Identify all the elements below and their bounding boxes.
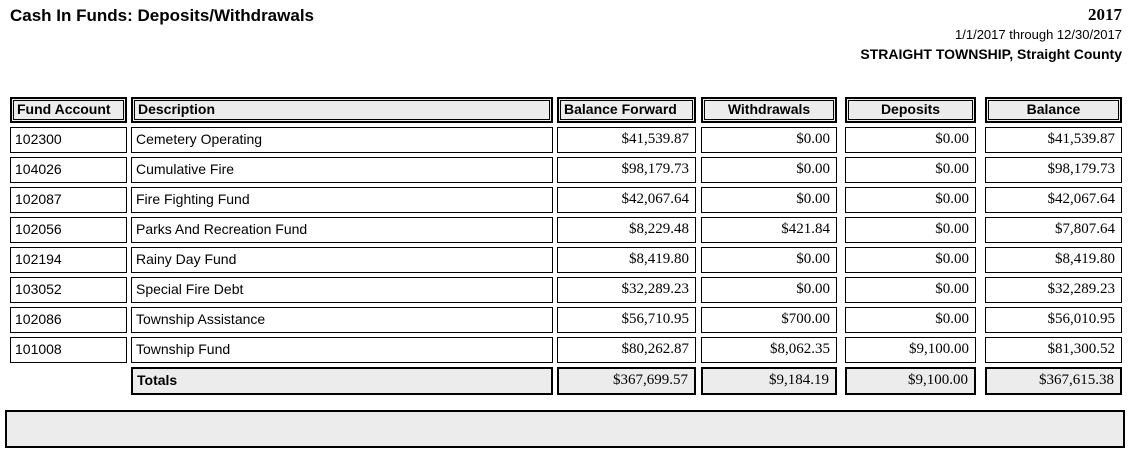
header-withdrawals: Withdrawals — [701, 97, 837, 123]
balance-cell: $42,067.64 — [985, 187, 1122, 213]
fund-account-cell: 103052 — [10, 277, 127, 303]
table-row: 104026 Cumulative Fire $98,179.73 $0.00 … — [10, 157, 1122, 183]
balance-forward-cell: $41,539.87 — [557, 127, 696, 153]
totals-label: Totals — [131, 367, 553, 395]
description-cell: Special Fire Debt — [131, 277, 553, 303]
report-header-meta: 2017 1/1/2017 through 12/30/2017 STRAIGH… — [860, 5, 1122, 64]
withdrawals-cell: $8,062.35 — [701, 337, 837, 363]
table-row: 102300 Cemetery Operating $41,539.87 $0.… — [10, 127, 1122, 153]
balance-forward-cell: $32,289.23 — [557, 277, 696, 303]
balance-cell: $98,179.73 — [985, 157, 1122, 183]
fund-account-cell: 102300 — [10, 127, 127, 153]
footer-bar — [5, 410, 1125, 448]
header-balance-forward: Balance Forward — [557, 97, 696, 123]
header-balance: Balance — [985, 97, 1122, 123]
table-row: 102194 Rainy Day Fund $8,419.80 $0.00 $0… — [10, 247, 1122, 273]
withdrawals-cell: $0.00 — [701, 127, 837, 153]
description-cell: Cumulative Fire — [131, 157, 553, 183]
deposits-cell: $0.00 — [845, 247, 976, 273]
table-row: 102087 Fire Fighting Fund $42,067.64 $0.… — [10, 187, 1122, 213]
description-cell: Township Fund — [131, 337, 553, 363]
header-deposits: Deposits — [845, 97, 976, 123]
deposits-cell: $0.00 — [845, 307, 976, 333]
fund-account-cell: 102086 — [10, 307, 127, 333]
totals-balance: $367,615.38 — [985, 367, 1122, 395]
table-row: 101008 Township Fund $80,262.87 $8,062.3… — [10, 337, 1122, 363]
withdrawals-cell: $0.00 — [701, 277, 837, 303]
header-description: Description — [131, 97, 553, 123]
balance-cell: $81,300.52 — [985, 337, 1122, 363]
withdrawals-cell: $0.00 — [701, 157, 837, 183]
header-balance-forward-label: Balance Forward — [560, 100, 693, 120]
balance-cell: $8,419.80 — [985, 247, 1122, 273]
totals-spacer — [10, 367, 127, 395]
deposits-cell: $0.00 — [845, 127, 976, 153]
description-cell: Fire Fighting Fund — [131, 187, 553, 213]
table-row: 103052 Special Fire Debt $32,289.23 $0.0… — [10, 277, 1122, 303]
withdrawals-cell: $0.00 — [701, 247, 837, 273]
fund-account-cell: 102194 — [10, 247, 127, 273]
balance-forward-cell: $8,419.80 — [557, 247, 696, 273]
withdrawals-cell: $0.00 — [701, 187, 837, 213]
withdrawals-cell: $421.84 — [701, 217, 837, 243]
header-description-label: Description — [134, 100, 550, 120]
balance-cell: $32,289.23 — [985, 277, 1122, 303]
header-deposits-label: Deposits — [848, 100, 973, 120]
withdrawals-cell: $700.00 — [701, 307, 837, 333]
totals-row: Totals $367,699.57 $9,184.19 $9,100.00 $… — [10, 367, 1122, 395]
table-row: 102086 Township Assistance $56,710.95 $7… — [10, 307, 1122, 333]
deposits-cell: $0.00 — [845, 277, 976, 303]
deposits-cell: $9,100.00 — [845, 337, 976, 363]
deposits-cell: $0.00 — [845, 157, 976, 183]
balance-forward-cell: $42,067.64 — [557, 187, 696, 213]
description-cell: Rainy Day Fund — [131, 247, 553, 273]
header-fund-account-label: Fund Account — [13, 100, 124, 120]
description-cell: Parks And Recreation Fund — [131, 217, 553, 243]
balance-forward-cell: $56,710.95 — [557, 307, 696, 333]
fund-account-cell: 102056 — [10, 217, 127, 243]
balance-cell: $7,807.64 — [985, 217, 1122, 243]
totals-balance-forward: $367,699.57 — [557, 367, 696, 395]
header-balance-label: Balance — [988, 100, 1119, 120]
header-withdrawals-label: Withdrawals — [704, 100, 834, 120]
totals-withdrawals: $9,184.19 — [701, 367, 837, 395]
balance-forward-cell: $8,229.48 — [557, 217, 696, 243]
balance-forward-cell: $80,262.87 — [557, 337, 696, 363]
table-row: 102056 Parks And Recreation Fund $8,229.… — [10, 217, 1122, 243]
deposits-cell: $0.00 — [845, 187, 976, 213]
fund-account-cell: 102087 — [10, 187, 127, 213]
balance-cell: $41,539.87 — [985, 127, 1122, 153]
fund-account-cell: 101008 — [10, 337, 127, 363]
fund-account-cell: 104026 — [10, 157, 127, 183]
funds-table: Fund Account Description Balance Forward… — [10, 97, 1122, 399]
totals-deposits: $9,100.00 — [845, 367, 976, 395]
report-year: 2017 — [1088, 5, 1122, 24]
header-fund-account: Fund Account — [10, 97, 127, 123]
deposits-cell: $0.00 — [845, 217, 976, 243]
description-cell: Township Assistance — [131, 307, 553, 333]
table-header-row: Fund Account Description Balance Forward… — [10, 97, 1122, 123]
description-cell: Cemetery Operating — [131, 127, 553, 153]
page-title: Cash In Funds: Deposits/Withdrawals — [10, 6, 314, 25]
report-entity: STRAIGHT TOWNSHIP, Straight County — [860, 46, 1122, 62]
balance-forward-cell: $98,179.73 — [557, 157, 696, 183]
balance-cell: $56,010.95 — [985, 307, 1122, 333]
report-date-range: 1/1/2017 through 12/30/2017 — [955, 27, 1122, 42]
